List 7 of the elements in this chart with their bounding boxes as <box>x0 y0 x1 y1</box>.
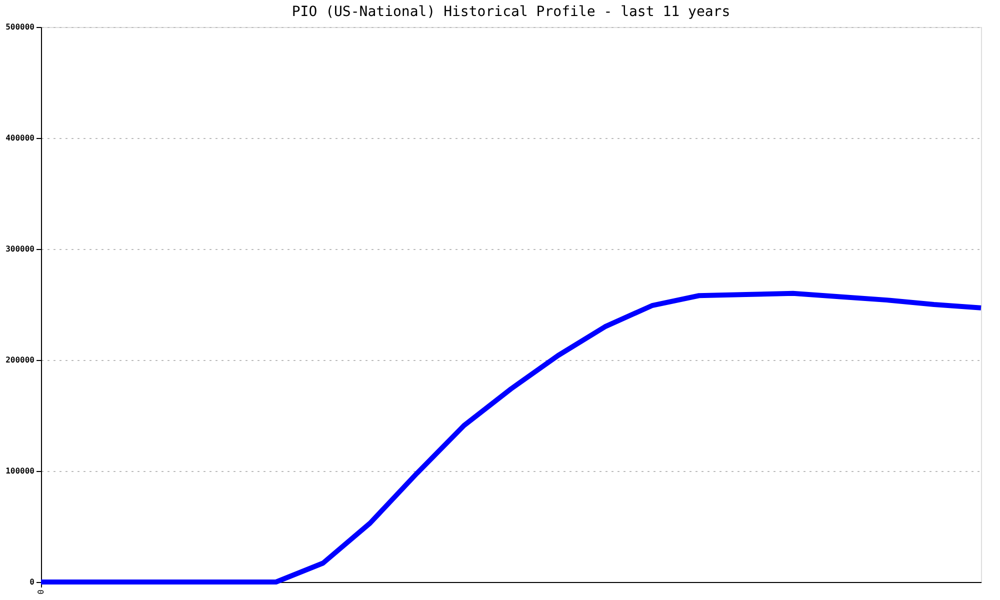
y-tick-label: 300000 <box>6 244 35 254</box>
y-tick-label: 200000 <box>6 356 35 364</box>
y-tick-label: 0 <box>30 578 35 586</box>
y-tick-label: 500000 <box>6 22 35 32</box>
chart-title: PIO (US-National) Historical Profile - last 11 years <box>292 4 730 20</box>
y-tick-label: 100000 <box>6 466 35 476</box>
y-tick-label: 400000 <box>6 134 35 142</box>
